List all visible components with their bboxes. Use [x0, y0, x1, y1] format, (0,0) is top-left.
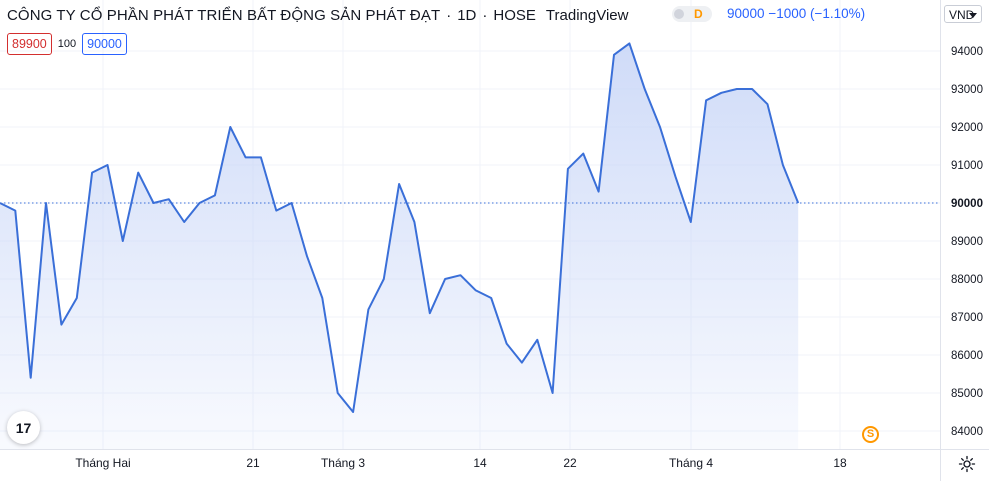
session-toggle-label: D [694, 7, 703, 21]
y-tick-label: 92000 [951, 122, 983, 134]
x-tick-label: Tháng Hai [75, 456, 130, 470]
separator-dot: · [482, 6, 488, 24]
symbol-header: CÔNG TY CỔ PHẦN PHÁT TRIỂN BẤT ĐỘNG SẢN … [7, 5, 628, 25]
y-tick-label: 89000 [951, 236, 983, 248]
x-tick-label: 14 [473, 456, 487, 470]
currency-select[interactable]: VND [944, 5, 982, 23]
price-change: −1000 (−1.10%) [768, 6, 866, 21]
y-tick-label: 85000 [951, 388, 983, 400]
y-tick-label: 93000 [951, 84, 983, 96]
price-boxes: 89900 100 90000 [7, 33, 127, 55]
tradingview-logo-icon[interactable]: 17 [7, 411, 40, 444]
area-fill [0, 43, 799, 450]
y-tick-label: 88000 [951, 274, 983, 286]
y-tick-label: 86000 [951, 350, 983, 362]
logo-text: 17 [15, 419, 32, 436]
x-tick-label: 18 [833, 456, 847, 470]
y-tick-label: 91000 [951, 160, 983, 172]
x-tick-label: 22 [563, 456, 577, 470]
session-toggle[interactable]: D [672, 6, 712, 22]
price-line [0, 42, 800, 413]
scale-badge-icon[interactable]: S [862, 426, 879, 443]
separator-dot: · [446, 6, 452, 24]
ask-price-box[interactable]: 90000 [82, 33, 127, 55]
x-tick-label: Tháng 3 [321, 456, 365, 470]
toggle-knob-icon [674, 9, 684, 19]
currency-value: VND [949, 8, 975, 22]
gear-icon[interactable] [958, 455, 976, 473]
price-info: 90000 −1000 (−1.10%) [727, 6, 865, 21]
y-tick-label: 94000 [951, 46, 983, 58]
last-value-badge [945, 195, 989, 211]
last-value-label: 90000 [951, 198, 983, 210]
bid-price-box[interactable]: 89900 [7, 33, 52, 55]
symbol-title: CÔNG TY CỔ PHẦN PHÁT TRIỂN BẤT ĐỘNG SẢN … [7, 6, 441, 24]
exchange-label: HOSE [493, 6, 536, 24]
x-tick-label: 21 [246, 456, 260, 470]
interval-label[interactable]: 1D [457, 6, 477, 24]
chevron-down-icon [969, 13, 977, 18]
scale-badge-label: S [866, 428, 875, 440]
x-tick-label: Tháng 4 [669, 456, 713, 470]
y-tick-label: 84000 [951, 426, 983, 438]
spread-value: 100 [57, 38, 77, 50]
last-price: 90000 [727, 6, 765, 21]
y-tick-label: 87000 [951, 312, 983, 324]
source-label[interactable]: TradingView [545, 6, 629, 24]
